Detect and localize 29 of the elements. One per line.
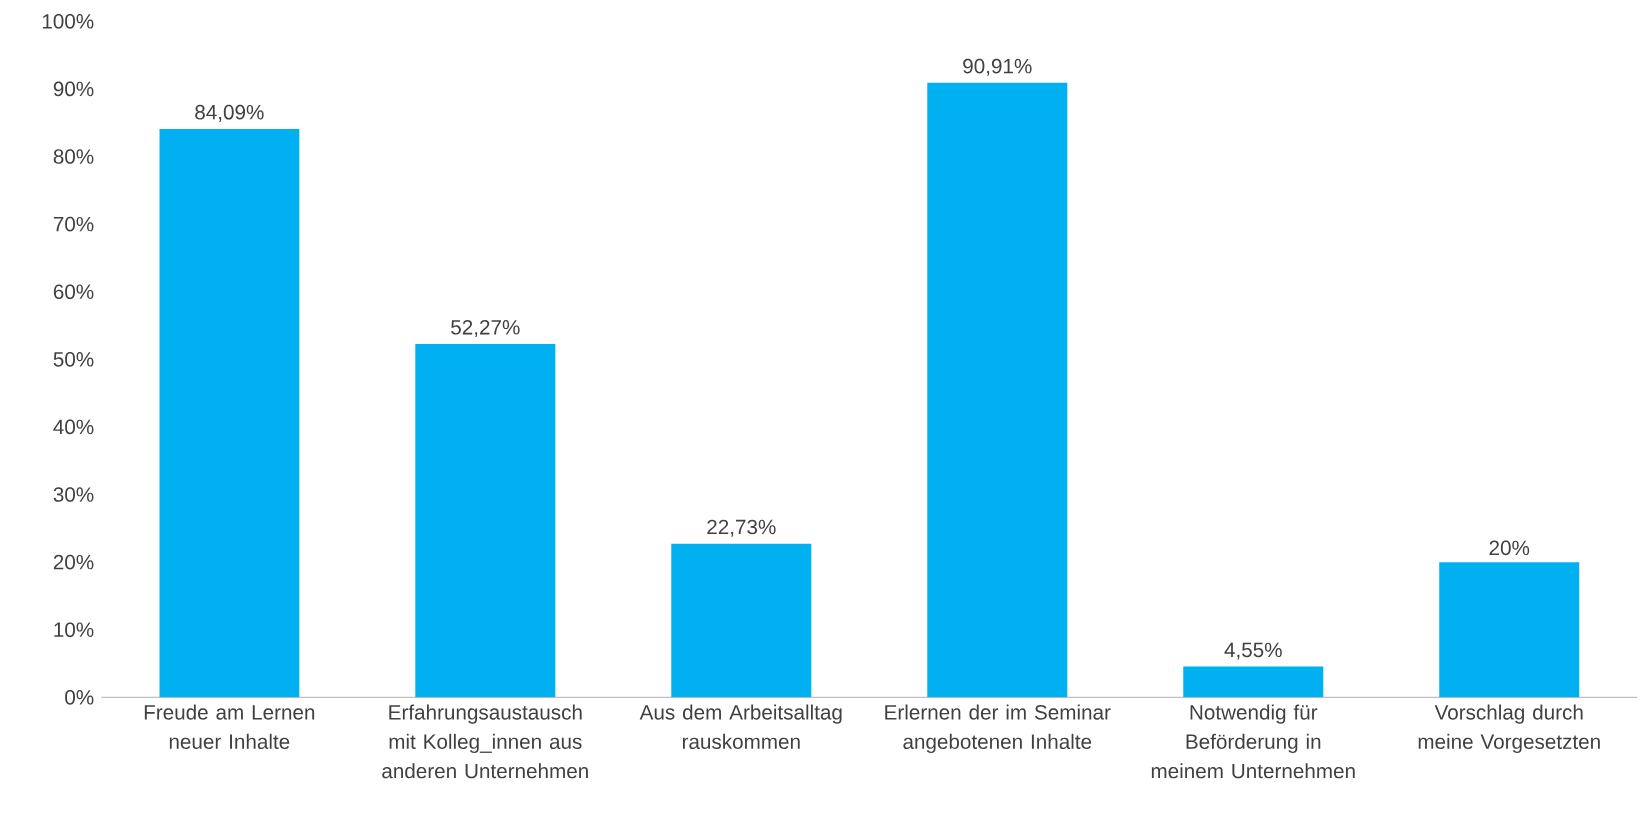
data-label: 4,55%: [1224, 642, 1282, 660]
bar: [927, 82, 1068, 698]
y-tick-label: 40%: [53, 419, 94, 435]
y-tick-label: 50%: [53, 352, 94, 367]
y-tick-label: 10%: [54, 622, 94, 638]
x-tick-label: Vorschlag durch meine Vorgesetzten: [1418, 704, 1600, 754]
y-tick-label: 90%: [53, 81, 94, 97]
y-tick-label: 0%: [65, 690, 94, 705]
data-label: 20%: [1489, 540, 1530, 556]
x-tick-label: Freude am Lernen neuer Inhalte: [144, 704, 315, 750]
data-label: 90,91%: [963, 58, 1032, 76]
bar: [159, 129, 300, 698]
y-tick-label: 20%: [53, 554, 94, 570]
y-tick-label: 60%: [53, 284, 94, 300]
bar: [1439, 562, 1580, 698]
bar: [415, 344, 556, 698]
x-tick-label: Erfahrungsaustausch mit Kolleg_innen aus anderen Unternehmen: [382, 704, 588, 779]
data-label: 22,73%: [707, 519, 776, 537]
data-label: 84,09%: [195, 105, 264, 123]
x-tick-label: Aus dem Arbeitsalltag rauskommen: [639, 704, 842, 750]
y-tick-label: 100%: [42, 14, 94, 29]
data-label: 52,27%: [451, 320, 520, 338]
y-tick-label: 30%: [53, 487, 94, 503]
x-tick-label: Notwendig für Beförderung in meinem Unternehmen: [1151, 704, 1355, 779]
bar: [1183, 666, 1324, 698]
y-tick-label: 70%: [53, 216, 94, 232]
x-tick-label: Erlernen der im Seminar angebotenen Inhalte: [885, 704, 1111, 754]
bar: [671, 543, 812, 698]
y-tick-label: 80%: [53, 149, 94, 165]
